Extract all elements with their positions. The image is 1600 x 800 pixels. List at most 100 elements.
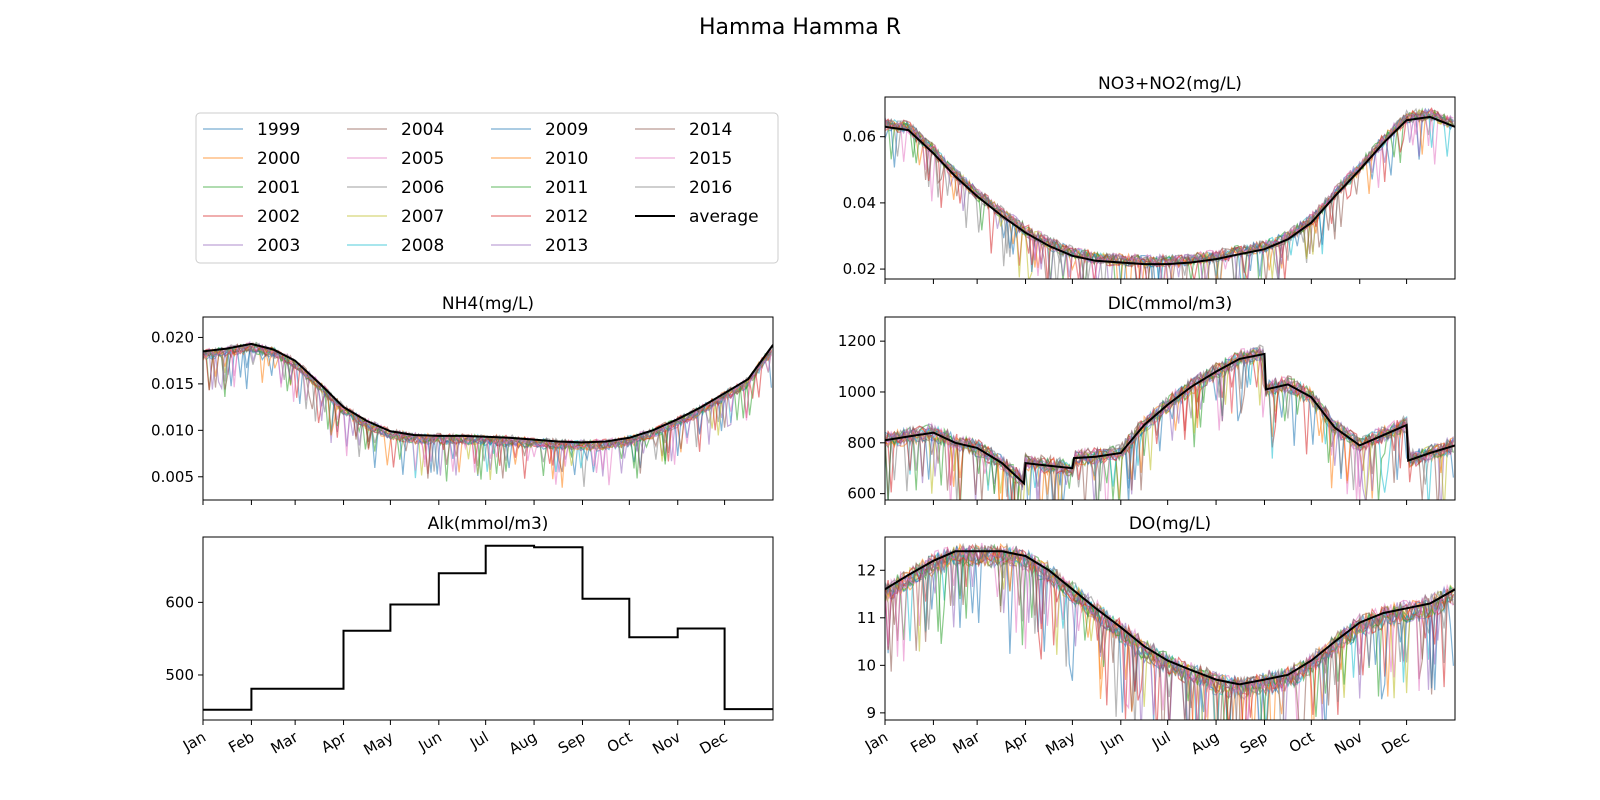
legend-label: 2012 xyxy=(545,207,588,227)
y-tick-label-no3: 0.04 xyxy=(843,194,876,212)
legend-item-2011: 2011 xyxy=(491,178,588,198)
series-group-no3 xyxy=(885,107,1455,279)
x-tick-label-aug: Aug xyxy=(506,728,540,758)
series-group-dic xyxy=(885,344,1455,500)
series-line-2008 xyxy=(885,108,1454,279)
x-tick-label-aug: Aug xyxy=(1188,728,1222,758)
legend-box xyxy=(195,112,779,264)
legend-label: average xyxy=(689,207,759,227)
legend-label: 1999 xyxy=(257,120,300,140)
y-tick-label-nh4: 0.005 xyxy=(151,468,194,486)
x-tick-label-jul: Jul xyxy=(466,728,492,753)
legend-item-2016: 2016 xyxy=(635,178,732,198)
series-line-2011 xyxy=(203,341,772,482)
legend-item-2013: 2013 xyxy=(491,236,588,256)
series-line-2001 xyxy=(885,112,1454,279)
series-group-nh4 xyxy=(203,340,773,488)
series-group-do xyxy=(885,542,1455,720)
series-group-alk xyxy=(203,544,773,711)
legend-item-2003: 2003 xyxy=(203,236,300,256)
legend-item-2005: 2005 xyxy=(347,149,444,169)
y-tick-label-do: 12 xyxy=(857,561,876,579)
series-line-2014 xyxy=(885,345,1454,500)
series-line-2008 xyxy=(885,347,1454,500)
legend-label: 2016 xyxy=(689,178,732,198)
legend-label: 2004 xyxy=(401,120,444,140)
x-tick-label-jan: Jan xyxy=(179,728,209,756)
series-line-2003 xyxy=(885,109,1454,279)
y-tick-label-nh4: 0.020 xyxy=(151,328,194,346)
series-line-2010 xyxy=(885,108,1454,279)
x-tick-label-nov: Nov xyxy=(649,728,683,758)
legend-label: 2010 xyxy=(545,149,588,169)
axes-frame-dic xyxy=(884,316,1456,501)
legend-label: 2002 xyxy=(257,207,300,227)
legend-item-2015: 2015 xyxy=(635,149,732,169)
y-tick-label-do: 10 xyxy=(857,656,876,674)
legend-item-2002: 2002 xyxy=(203,207,300,227)
axes-frame-nh4 xyxy=(202,316,774,501)
legend-label: 2003 xyxy=(257,236,300,256)
x-tick-label-jan: Jan xyxy=(861,728,891,756)
x-tick-label-sep: Sep xyxy=(1237,728,1270,758)
x-tick-label-nov: Nov xyxy=(1331,728,1365,758)
legend-item-2009: 2009 xyxy=(491,120,588,140)
legend-label: 2013 xyxy=(545,236,588,256)
axes-frame-alk xyxy=(202,536,774,721)
legend-label: 2008 xyxy=(401,236,444,256)
series-line-2016 xyxy=(203,341,772,472)
x-tick-label-oct: Oct xyxy=(1286,728,1318,757)
legend-label: 2000 xyxy=(257,149,300,169)
series-line-1999 xyxy=(885,111,1454,279)
average-line-do xyxy=(885,550,1455,686)
legend-label: 2011 xyxy=(545,178,588,198)
legend-item-2008: 2008 xyxy=(347,236,444,256)
x-tick-label-jul: Jul xyxy=(1148,728,1174,753)
panel-no3: NO3+NO2(mg/L) 0.02 0.04 0.06 xyxy=(843,74,1456,284)
x-tick-label-may: May xyxy=(361,728,397,759)
legend-label: 2015 xyxy=(689,149,732,169)
x-tick-label-apr: Apr xyxy=(318,727,350,756)
panel-title-dic: DIC(mmol/m3) xyxy=(1108,294,1233,314)
series-line-2015 xyxy=(885,542,1454,720)
legend-label: 2014 xyxy=(689,120,732,140)
y-tick-label-do: 11 xyxy=(857,609,876,627)
average-line-alk xyxy=(203,544,773,711)
x-tick-label-dec: Dec xyxy=(1378,728,1412,758)
axes-frame-no3 xyxy=(884,96,1456,280)
legend-item-2007: 2007 xyxy=(347,207,444,227)
legend-item-2012: 2012 xyxy=(491,207,588,227)
x-tick-label-apr: Apr xyxy=(1000,727,1032,756)
x-tick-label-jun: Jun xyxy=(1097,728,1127,756)
legend-item-2000: 2000 xyxy=(203,149,300,169)
legend-label: 2009 xyxy=(545,120,588,140)
series-line-2007 xyxy=(885,109,1454,279)
y-tick-label-dic: 800 xyxy=(847,434,876,452)
y-tick-label-nh4: 0.015 xyxy=(151,375,194,393)
y-tick-label-dic: 600 xyxy=(847,485,876,503)
legend: 1999 2000 2001 2002 2003 2004 2005 2006 2007 2008… xyxy=(195,112,779,264)
figure-title: Hamma Hamma R xyxy=(699,15,901,40)
series-line-2013 xyxy=(885,108,1454,279)
legend-item-2006: 2006 xyxy=(347,178,444,198)
series-line-2014 xyxy=(885,109,1454,279)
x-tick-label-may: May xyxy=(1043,728,1079,759)
panel-alk: Alk(mmol/m3) 500 600 Jan Feb Mar Apr May Jun Jul A… xyxy=(165,514,774,759)
x-tick-label-mar: Mar xyxy=(950,727,984,757)
legend-item-2001: 2001 xyxy=(203,178,300,198)
legend-item-2010: 2010 xyxy=(491,149,588,169)
y-tick-label-do: 9 xyxy=(866,704,876,722)
legend-item-1999: 1999 xyxy=(203,120,300,140)
x-tick-label-feb: Feb xyxy=(907,728,939,757)
legend-item-2014: 2014 xyxy=(635,120,732,140)
panel-dic: DIC(mmol/m3) 600 800 1000 1200 xyxy=(838,294,1456,505)
legend-label: 2007 xyxy=(401,207,444,227)
series-line-2000 xyxy=(885,111,1454,279)
average-line-no3 xyxy=(885,115,1455,266)
series-line-2011 xyxy=(885,107,1454,279)
y-tick-label-dic: 1200 xyxy=(838,332,876,350)
panel-do: DO(mg/L) 9 10 11 12 Jan Feb Mar Apr May Jun Jul Aug S… xyxy=(857,514,1456,759)
y-tick-label-nh4: 0.010 xyxy=(151,421,194,439)
series-line-2016 xyxy=(885,107,1454,279)
